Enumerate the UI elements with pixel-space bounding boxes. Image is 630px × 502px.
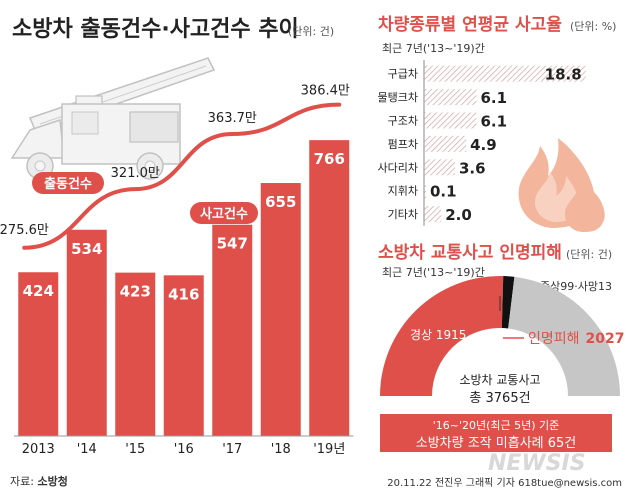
accident-bar-value: 416	[168, 285, 199, 303]
casualty-chart-unit: (단위: 건)	[566, 248, 612, 261]
source-name: 소방청	[37, 474, 67, 488]
casualty-label: 인명피해	[528, 331, 580, 347]
year-tick-label: '16	[174, 442, 194, 457]
accident-bar-value: 655	[265, 193, 296, 211]
donut-center-line1: 소방차 교통사고	[459, 373, 540, 387]
accident-bar	[260, 183, 301, 436]
rate-bar-value: 4.9	[470, 136, 497, 154]
left-unit: (단위: 건)	[288, 25, 334, 38]
source-label: 자료:	[10, 475, 37, 488]
rate-bar	[424, 89, 477, 106]
year-tick-label: '18	[271, 442, 291, 457]
newsis-logo: NEWSIS	[488, 451, 586, 476]
note-line2: 소방차량 조작 미흡사례 65건	[416, 436, 577, 451]
left-title: 소방차 출동건수·사고건수 추이	[12, 17, 299, 42]
rate-chart-unit: (단위: %)	[570, 20, 616, 33]
year-tick-label: '15	[125, 442, 145, 457]
dispatch-value-label: 386.4만	[301, 84, 350, 99]
dispatch-value-label: 321.0만	[111, 166, 160, 181]
rate-category-label: 물탱크차	[378, 91, 418, 104]
accident-bar	[115, 272, 156, 436]
accident-bar	[163, 275, 204, 436]
fire-icon	[518, 138, 605, 232]
rate-bar	[424, 182, 426, 199]
rate-category-label: 지휘차	[388, 185, 418, 198]
casualty-value: 2027	[586, 331, 625, 347]
rate-category-label: 사다리차	[378, 161, 418, 174]
rate-bar-value: 2.0	[445, 206, 472, 224]
donut-slice-light-injury	[380, 276, 504, 396]
dispatch-series-label: 출동건수	[44, 176, 92, 192]
accident-bar-value: 534	[71, 240, 102, 258]
accident-series-label: 사고건수	[200, 206, 248, 222]
manipulation-note-box: '16~'20년(최근 5년) 기준 소방차량 조작 미흡사례 65건	[380, 414, 612, 452]
donut-slice-severe-fatal	[501, 276, 515, 329]
dispatch-line: 275.6만 321.0만 363.7만 386.4만	[0, 84, 350, 250]
rate-bar	[424, 112, 477, 129]
dispatch-series-tag: 출동건수	[32, 172, 104, 194]
casualty-donut	[380, 276, 620, 396]
accident-bar-value: 547	[217, 235, 248, 253]
year-axis: 2013 '14 '15 '16 '17 '18 '19년	[14, 435, 354, 457]
accident-bar-value: 423	[120, 283, 151, 301]
footer-credit: 20.11.22 전진우 그래픽 기자 618tue@newsis.com	[387, 477, 622, 489]
rate-bar-value: 6.1	[480, 113, 507, 131]
year-tick-label: '19년	[313, 442, 345, 457]
rate-bar	[424, 135, 467, 152]
rate-chart-period: 최근 7년('13~'19)간	[382, 42, 485, 55]
rate-bar-value: 0.1	[430, 183, 457, 201]
rate-bar-value: 6.1	[480, 89, 507, 107]
rate-bar	[424, 159, 455, 176]
accident-bar	[212, 224, 253, 436]
donut-center-line2: 총 3765건	[469, 391, 530, 406]
rate-bar-value: 3.6	[459, 159, 486, 177]
accident-bar	[66, 229, 107, 436]
rate-category-label: 구급차	[388, 68, 418, 81]
accident-bar-value: 766	[314, 150, 345, 168]
accident-series-tag: 사고건수	[190, 202, 258, 224]
rate-category-label: 구조차	[388, 115, 418, 128]
light-injury-label: 경상 1915	[410, 328, 466, 342]
accident-bar	[18, 272, 59, 436]
year-tick-label: 2013	[22, 442, 55, 457]
rate-category-label: 펌프차	[388, 138, 418, 151]
dispatch-value-label: 363.7만	[208, 111, 257, 126]
accident-bars: 424 534 423 416 547 655 766	[18, 140, 350, 436]
rate-bar-value: 18.8	[545, 66, 582, 84]
dispatch-line-path	[22, 102, 342, 250]
rate-bar-chart: 구급차 18.8 물탱크차 6.1 구조차 6.1 펌프차 4.9 사다리차 3.6 지휘차 0.1 기…	[378, 60, 586, 226]
svg-text:자료: 소방청: 자료: 소방청	[10, 474, 68, 488]
year-tick-label: '17	[222, 442, 242, 457]
year-tick-label: '14	[77, 442, 97, 457]
accident-bar-value: 424	[23, 282, 54, 300]
rate-category-label: 기타차	[388, 208, 418, 221]
casualty-chart-title: 소방차 교통사고 인명피해	[378, 243, 562, 263]
accident-bar	[309, 140, 350, 436]
rate-chart-title: 차량종류별 연평균 사고율	[378, 15, 562, 35]
donut-slice-other	[508, 276, 620, 396]
rate-bar	[424, 65, 586, 82]
minor-injury-label: 중상99·사망13	[540, 280, 612, 293]
casualty-chart-period: 최근 7년('13~'19)간	[382, 266, 485, 279]
note-line1: '16~'20년(최근 5년) 기준	[433, 419, 560, 432]
dispatch-value-label: 275.6만	[0, 223, 49, 238]
rate-bar	[424, 206, 442, 223]
